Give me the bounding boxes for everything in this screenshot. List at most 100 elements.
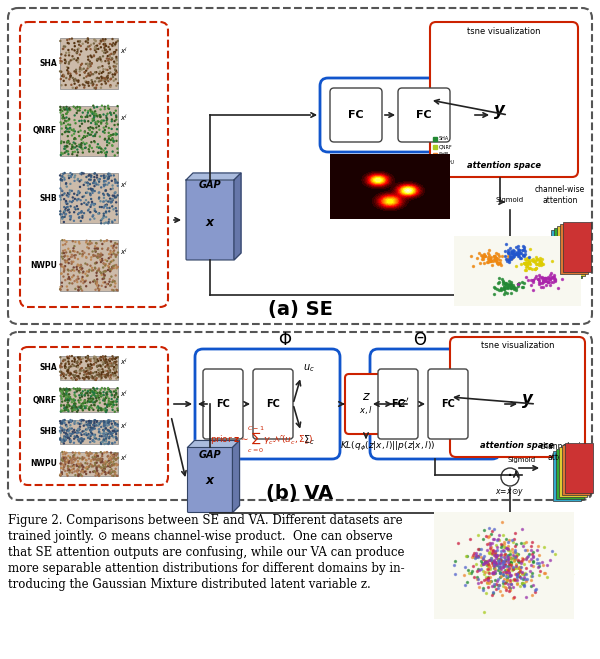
Circle shape xyxy=(65,150,68,152)
Circle shape xyxy=(107,269,109,272)
Circle shape xyxy=(90,176,92,179)
Circle shape xyxy=(61,440,64,442)
Circle shape xyxy=(74,458,77,461)
Text: prior $\mathbf{z}\sim\!\!\sum_{c=0}^{C-1}\gamma_c\mathcal{N}(u_c,\Sigma_c)$: prior $\mathbf{z}\sim\!\!\sum_{c=0}^{C-1… xyxy=(210,425,313,455)
Circle shape xyxy=(85,360,88,362)
Circle shape xyxy=(91,81,94,84)
Circle shape xyxy=(115,57,118,60)
Circle shape xyxy=(91,62,93,65)
Circle shape xyxy=(61,216,64,218)
Circle shape xyxy=(73,280,76,282)
Circle shape xyxy=(115,368,117,370)
Circle shape xyxy=(61,60,63,63)
Circle shape xyxy=(87,394,89,397)
Circle shape xyxy=(84,467,86,469)
Circle shape xyxy=(115,84,118,87)
Circle shape xyxy=(111,43,113,46)
Circle shape xyxy=(115,274,117,277)
Circle shape xyxy=(115,196,117,198)
Circle shape xyxy=(70,420,72,423)
Circle shape xyxy=(83,438,85,440)
Circle shape xyxy=(86,357,89,359)
Circle shape xyxy=(94,47,96,49)
Circle shape xyxy=(110,362,112,364)
Circle shape xyxy=(96,374,98,376)
Circle shape xyxy=(101,460,103,462)
Circle shape xyxy=(59,473,62,475)
Text: $x^i$: $x^i$ xyxy=(120,420,128,432)
Circle shape xyxy=(59,187,62,190)
Circle shape xyxy=(80,64,82,66)
Circle shape xyxy=(101,387,103,389)
Circle shape xyxy=(99,57,101,59)
Circle shape xyxy=(107,420,110,422)
Circle shape xyxy=(63,393,65,395)
Circle shape xyxy=(107,62,110,65)
Circle shape xyxy=(72,147,74,150)
Circle shape xyxy=(93,38,95,41)
Circle shape xyxy=(97,212,100,215)
Circle shape xyxy=(62,395,65,397)
Circle shape xyxy=(77,286,80,289)
Circle shape xyxy=(59,426,62,428)
Text: SHA: SHA xyxy=(39,59,57,68)
Circle shape xyxy=(93,217,95,220)
Circle shape xyxy=(114,471,116,474)
Circle shape xyxy=(115,114,117,117)
Circle shape xyxy=(91,456,94,459)
Circle shape xyxy=(95,247,97,250)
Circle shape xyxy=(95,40,97,42)
Circle shape xyxy=(92,434,95,436)
Circle shape xyxy=(103,175,105,177)
Circle shape xyxy=(106,403,109,406)
Circle shape xyxy=(103,200,105,203)
Circle shape xyxy=(104,427,107,430)
Circle shape xyxy=(107,366,110,369)
Circle shape xyxy=(108,366,110,368)
Circle shape xyxy=(107,421,110,424)
Circle shape xyxy=(95,275,98,277)
Circle shape xyxy=(68,366,70,368)
Circle shape xyxy=(64,210,66,212)
Text: SHB: SHB xyxy=(40,194,57,202)
Circle shape xyxy=(71,458,73,460)
Circle shape xyxy=(109,173,111,175)
Circle shape xyxy=(100,59,102,61)
Circle shape xyxy=(67,111,69,113)
Circle shape xyxy=(113,244,115,247)
Circle shape xyxy=(70,435,72,437)
Circle shape xyxy=(112,432,114,434)
Circle shape xyxy=(76,411,79,413)
FancyBboxPatch shape xyxy=(345,374,387,434)
Circle shape xyxy=(65,113,67,115)
Circle shape xyxy=(89,424,91,426)
Circle shape xyxy=(73,206,76,208)
Circle shape xyxy=(112,455,115,457)
Circle shape xyxy=(89,183,91,185)
Circle shape xyxy=(70,270,72,272)
Circle shape xyxy=(94,247,96,250)
Text: trained jointly. ⊙ means channel-wise product.  One can observe: trained jointly. ⊙ means channel-wise pr… xyxy=(8,530,393,543)
Circle shape xyxy=(85,69,88,72)
Circle shape xyxy=(95,183,98,186)
Circle shape xyxy=(71,433,73,435)
Circle shape xyxy=(106,204,108,206)
Circle shape xyxy=(94,49,96,51)
Circle shape xyxy=(84,389,86,391)
Circle shape xyxy=(115,364,118,366)
Circle shape xyxy=(89,397,92,399)
Circle shape xyxy=(100,252,102,255)
Circle shape xyxy=(107,442,110,445)
Circle shape xyxy=(92,427,94,430)
Circle shape xyxy=(67,404,70,407)
Circle shape xyxy=(76,406,78,409)
Circle shape xyxy=(71,406,74,409)
Circle shape xyxy=(95,455,97,457)
Circle shape xyxy=(85,285,88,287)
Circle shape xyxy=(93,391,95,394)
Circle shape xyxy=(106,404,109,407)
Circle shape xyxy=(110,374,112,376)
Circle shape xyxy=(101,278,104,280)
Circle shape xyxy=(93,140,95,142)
Circle shape xyxy=(107,472,109,474)
